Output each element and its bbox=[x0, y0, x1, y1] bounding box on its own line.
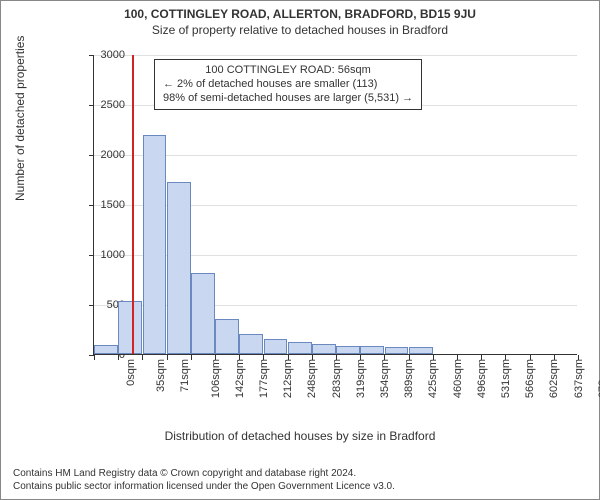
footer-line-2: Contains public sector information licen… bbox=[13, 480, 395, 493]
histogram-bar bbox=[264, 339, 288, 354]
plot-region: 0500100015002000250030000sqm35sqm71sqm10… bbox=[93, 55, 577, 355]
x-tick-mark bbox=[384, 355, 385, 360]
x-tick-label: 71sqm bbox=[179, 359, 191, 392]
x-tick-mark bbox=[360, 355, 361, 360]
histogram-bar bbox=[191, 273, 215, 354]
x-tick-mark bbox=[312, 355, 313, 360]
x-tick-label: 531sqm bbox=[500, 359, 512, 398]
x-tick-label: 637sqm bbox=[573, 359, 585, 398]
histogram-bar bbox=[312, 344, 336, 354]
x-tick-mark bbox=[457, 355, 458, 360]
x-tick-mark bbox=[94, 355, 95, 360]
annotation-box: 100 COTTINGLEY ROAD: 56sqm← 2% of detach… bbox=[154, 59, 422, 110]
reference-line bbox=[132, 55, 134, 354]
x-tick-label: 425sqm bbox=[428, 359, 440, 398]
x-tick-label: 354sqm bbox=[379, 359, 391, 398]
histogram-bar bbox=[336, 346, 360, 355]
x-tick-label: 35sqm bbox=[155, 359, 167, 392]
y-tick-label: 3000 bbox=[85, 49, 125, 61]
annotation-line: ← 2% of detached houses are smaller (113… bbox=[163, 78, 413, 92]
x-tick-mark bbox=[433, 355, 434, 360]
x-tick-label: 566sqm bbox=[524, 359, 536, 398]
histogram-bar bbox=[94, 345, 118, 354]
x-tick-mark bbox=[505, 355, 506, 360]
chart-area: 0500100015002000250030000sqm35sqm71sqm10… bbox=[57, 55, 577, 385]
x-tick-label: 0sqm bbox=[125, 359, 137, 386]
footer-line-1: Contains HM Land Registry data © Crown c… bbox=[13, 467, 395, 480]
x-tick-mark bbox=[191, 355, 192, 360]
chart-subtitle: Size of property relative to detached ho… bbox=[1, 23, 599, 37]
y-tick-label: 1000 bbox=[85, 249, 125, 261]
histogram-bar bbox=[167, 182, 191, 354]
chart-title: 100, COTTINGLEY ROAD, ALLERTON, BRADFORD… bbox=[1, 7, 599, 21]
histogram-bar bbox=[288, 342, 312, 354]
y-tick-label: 2500 bbox=[85, 99, 125, 111]
x-tick-mark bbox=[239, 355, 240, 360]
footer-attribution: Contains HM Land Registry data © Crown c… bbox=[13, 467, 395, 493]
x-tick-mark bbox=[530, 355, 531, 360]
y-axis-label: Number of detached properties bbox=[13, 36, 27, 201]
x-tick-label: 496sqm bbox=[476, 359, 488, 398]
grid-line bbox=[94, 55, 577, 56]
x-tick-mark bbox=[409, 355, 410, 360]
histogram-bar bbox=[143, 135, 167, 354]
x-tick-mark bbox=[288, 355, 289, 360]
x-tick-mark bbox=[263, 355, 264, 360]
x-tick-label: 142sqm bbox=[234, 359, 246, 398]
x-tick-mark bbox=[336, 355, 337, 360]
x-tick-mark bbox=[554, 355, 555, 360]
x-tick-label: 248sqm bbox=[307, 359, 319, 398]
histogram-bar bbox=[215, 319, 239, 354]
x-axis-label: Distribution of detached houses by size … bbox=[1, 429, 599, 443]
annotation-line: 100 COTTINGLEY ROAD: 56sqm bbox=[163, 64, 413, 78]
x-tick-label: 460sqm bbox=[452, 359, 464, 398]
x-tick-mark bbox=[215, 355, 216, 360]
y-tick-label: 1500 bbox=[85, 199, 125, 211]
x-tick-label: 283sqm bbox=[331, 359, 343, 398]
x-tick-mark bbox=[142, 355, 143, 360]
x-tick-mark bbox=[481, 355, 482, 360]
x-tick-label: 177sqm bbox=[258, 359, 270, 398]
x-tick-label: 212sqm bbox=[282, 359, 294, 398]
histogram-bar bbox=[409, 347, 433, 355]
histogram-bar bbox=[239, 334, 263, 354]
x-tick-mark bbox=[118, 355, 119, 360]
histogram-bar bbox=[385, 347, 409, 354]
x-tick-label: 319sqm bbox=[355, 359, 367, 398]
x-tick-label: 106sqm bbox=[210, 359, 222, 398]
x-tick-label: 602sqm bbox=[549, 359, 561, 398]
grid-line bbox=[94, 155, 577, 156]
histogram-bar bbox=[360, 346, 384, 354]
x-tick-mark bbox=[167, 355, 168, 360]
figure-frame: 100, COTTINGLEY ROAD, ALLERTON, BRADFORD… bbox=[0, 0, 600, 500]
annotation-line: 98% of semi-detached houses are larger (… bbox=[163, 92, 413, 106]
x-tick-label: 389sqm bbox=[403, 359, 415, 398]
y-tick-label: 2000 bbox=[85, 149, 125, 161]
histogram-bar bbox=[118, 301, 142, 354]
x-tick-mark bbox=[578, 355, 579, 360]
